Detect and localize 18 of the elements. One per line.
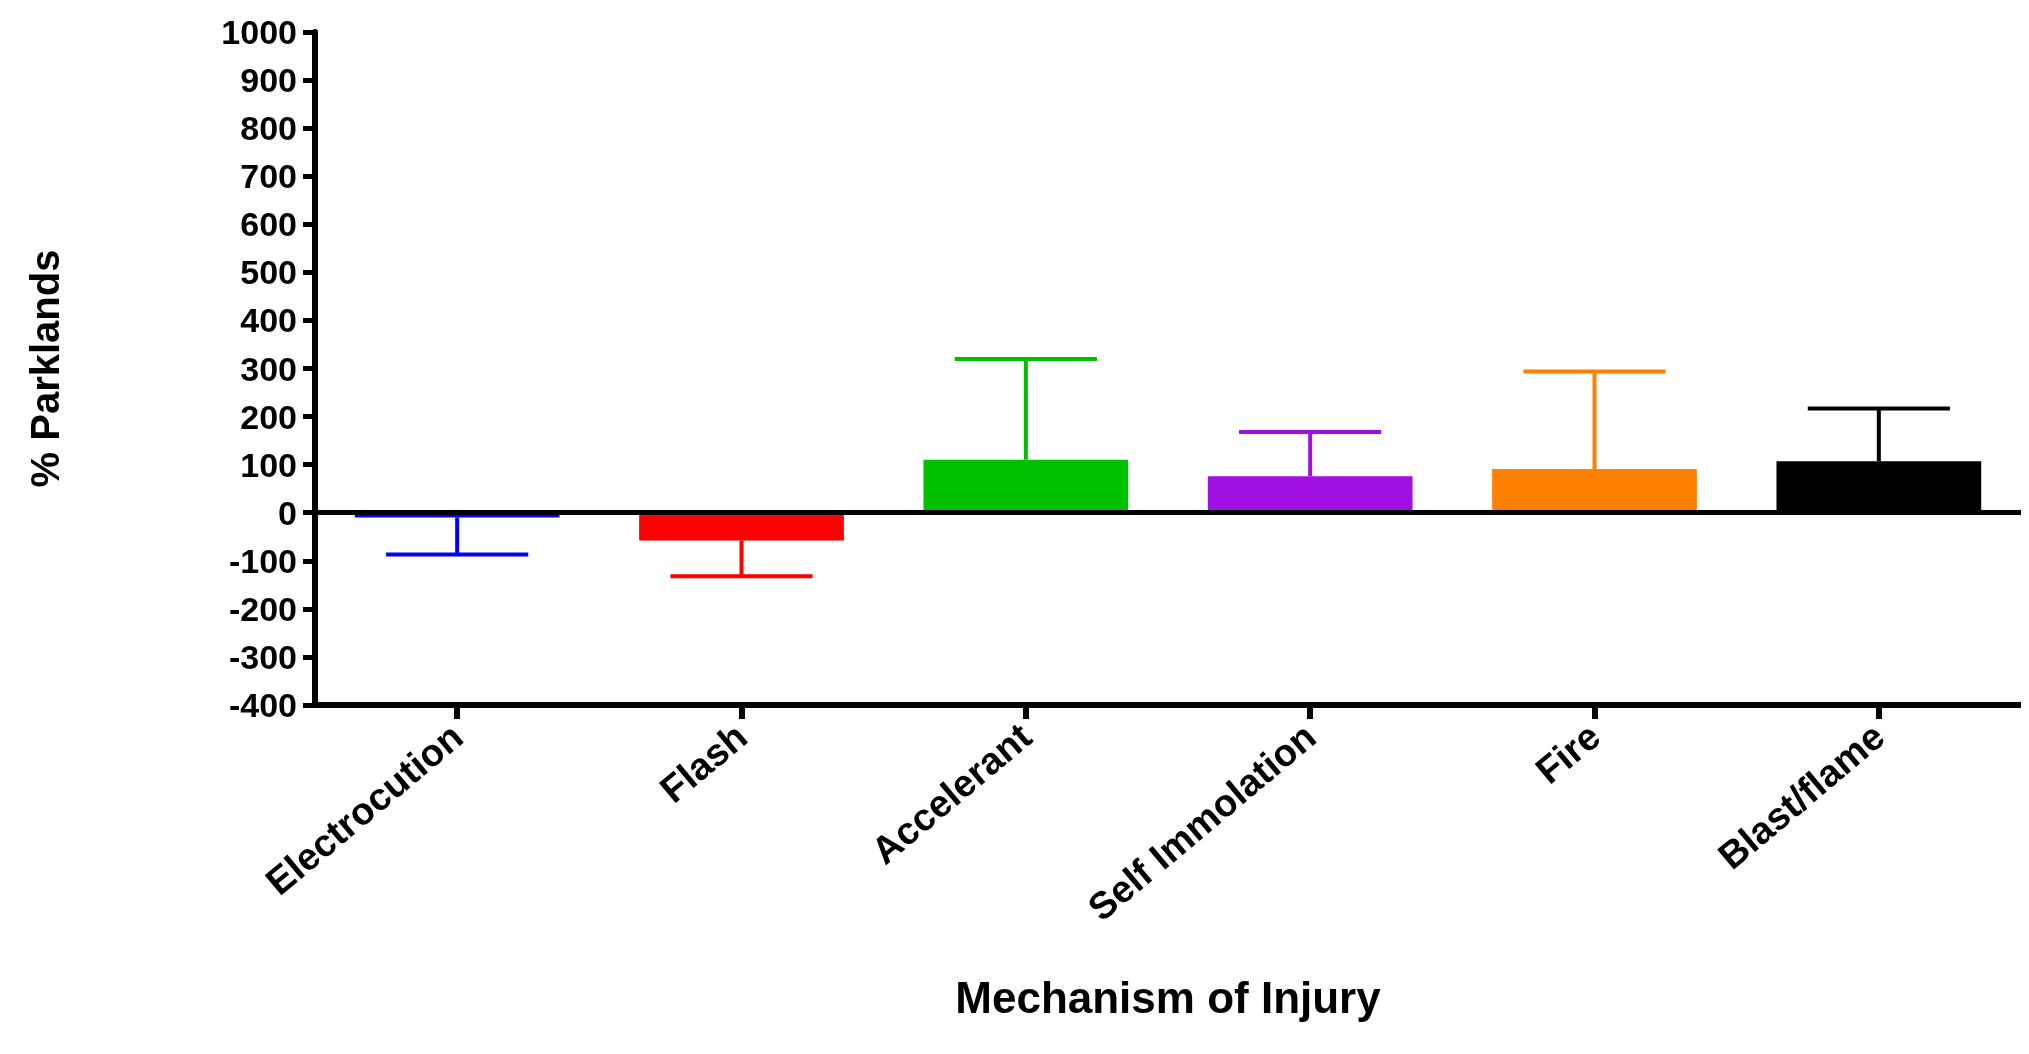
y-tick-label: -300: [228, 637, 297, 676]
y-tick-label: -200: [228, 589, 297, 628]
y-tick-label: 900: [240, 61, 297, 100]
y-axis-title: % Parklands: [23, 249, 67, 488]
y-tick-label: 500: [240, 253, 297, 292]
y-tick-label: 300: [240, 349, 297, 388]
y-tick-label: -400: [228, 686, 297, 724]
y-tick-label: 700: [240, 157, 297, 196]
x-axis-title: Mechanism of Injury: [955, 972, 1382, 1022]
y-tick-label: 1000: [221, 13, 297, 51]
y-tick-label: -100: [228, 541, 297, 580]
y-tick-label: 600: [240, 205, 297, 244]
y-tick-label: 800: [240, 109, 297, 148]
x-tick-label: Fire: [1527, 714, 1608, 792]
y-tick-label: 100: [240, 445, 297, 484]
y-tick-label: 0: [278, 493, 297, 532]
y-tick-label: 200: [240, 397, 297, 436]
y-tick-label: 400: [240, 301, 297, 340]
